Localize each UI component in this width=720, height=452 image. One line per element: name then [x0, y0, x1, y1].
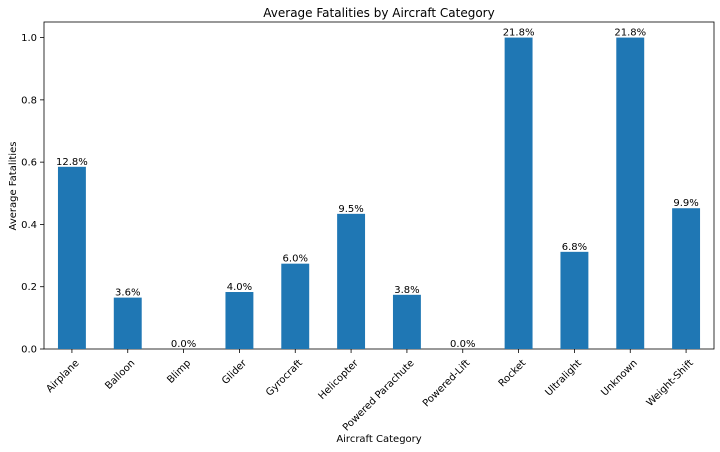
y-axis: 0.0 0.2 0.4 0.6 0.8 1.0 — [21, 33, 44, 356]
y-tick-label: 0.8 — [21, 95, 37, 106]
x-axis: Airplane Balloon Blimp Glider Gyrocraft Helic… — [44, 349, 696, 433]
x-tick-label: Weight-Shift — [645, 358, 696, 409]
bar-glider — [225, 292, 254, 349]
bar-balloon — [113, 297, 142, 349]
bar-airplane — [57, 166, 86, 349]
data-labels-group: 12.8% 3.6% 0.0% 4.0% 6.0% 9.5% 3.8% 0.0% 21.8% 6.… — [56, 28, 699, 350]
x-tick-label: Powered-Lift — [421, 358, 472, 409]
data-label: 4.0% — [227, 282, 252, 293]
x-tick-label: Gyrocraft — [264, 358, 305, 399]
bar-powered-parachute — [392, 294, 421, 349]
data-label: 0.0% — [450, 339, 475, 350]
data-label: 3.8% — [394, 285, 419, 296]
data-label: 9.9% — [673, 198, 698, 209]
x-tick-label: Helicopter — [317, 357, 362, 402]
bar-weight-shift — [672, 208, 701, 349]
data-label: 6.8% — [562, 242, 587, 253]
data-label: 0.0% — [171, 339, 196, 350]
data-label: 3.6% — [115, 288, 140, 299]
y-tick-label: 0.0 — [21, 345, 37, 356]
data-label: 12.8% — [56, 157, 88, 168]
plot-frame — [43, 21, 715, 350]
x-tick-label: Blimp — [165, 358, 193, 386]
y-tick-label: 0.2 — [21, 282, 37, 293]
y-tick-label: 1.0 — [21, 33, 37, 44]
x-axis-label: Aircraft Category — [336, 434, 421, 445]
x-tick-label: Balloon — [103, 358, 137, 392]
x-tick-label: Glider — [220, 357, 250, 387]
bar-helicopter — [337, 213, 366, 349]
x-tick-label: Rocket — [497, 358, 529, 390]
bars-group — [57, 37, 701, 349]
data-label: 21.8% — [614, 28, 646, 39]
data-label: 21.8% — [503, 28, 535, 39]
bar-ultralight — [560, 251, 589, 349]
bar-unknown — [616, 37, 645, 349]
x-tick-label: Ultralight — [543, 358, 584, 399]
bar-gyrocraft — [281, 263, 310, 349]
y-tick-label: 0.6 — [21, 158, 37, 169]
x-tick-label: Unknown — [599, 358, 640, 399]
data-label: 9.5% — [338, 204, 363, 215]
plot-area: 12.8% 3.6% 0.0% 4.0% 6.0% 9.5% 3.8% 0.0% 21.8% 6.… — [21, 21, 715, 433]
y-axis-label: Average Fatalities — [8, 142, 19, 231]
x-tick-label: Airplane — [44, 358, 81, 395]
chart-title: Average Fatalities by Aircraft Category — [263, 6, 494, 20]
data-label: 6.0% — [283, 254, 308, 265]
y-tick-label: 0.4 — [21, 220, 37, 231]
bar-rocket — [504, 37, 533, 349]
